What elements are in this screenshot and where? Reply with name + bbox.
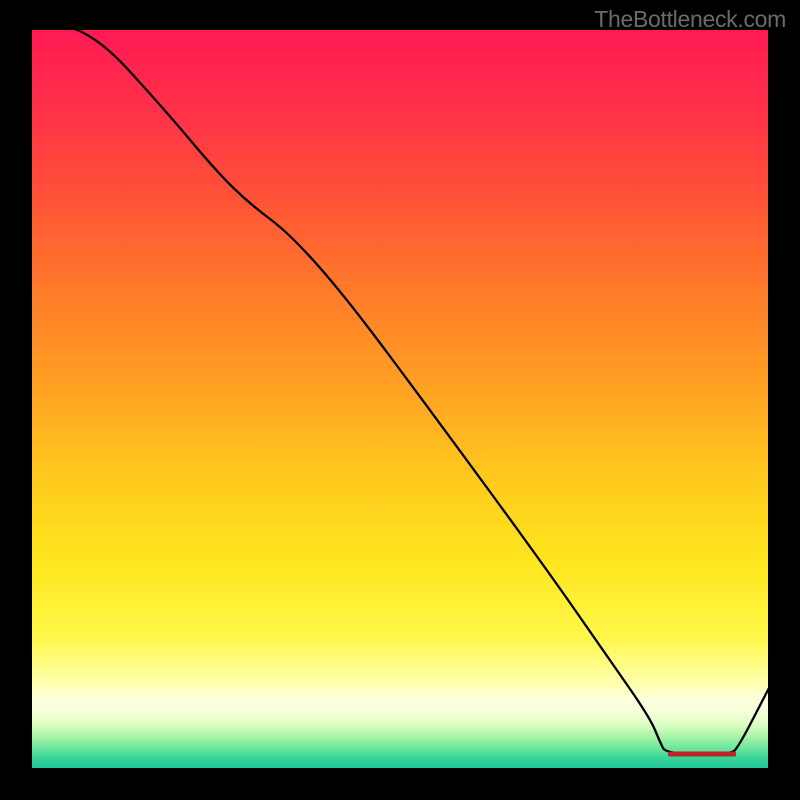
performance-line [30, 30, 770, 754]
chart-overlay [30, 30, 770, 770]
optimal-marker [668, 752, 736, 757]
watermark-text: TheBottleneck.com [594, 6, 786, 33]
plot-area [30, 30, 770, 770]
chart-canvas: TheBottleneck.com BOTTLENECK (%) [0, 0, 800, 800]
